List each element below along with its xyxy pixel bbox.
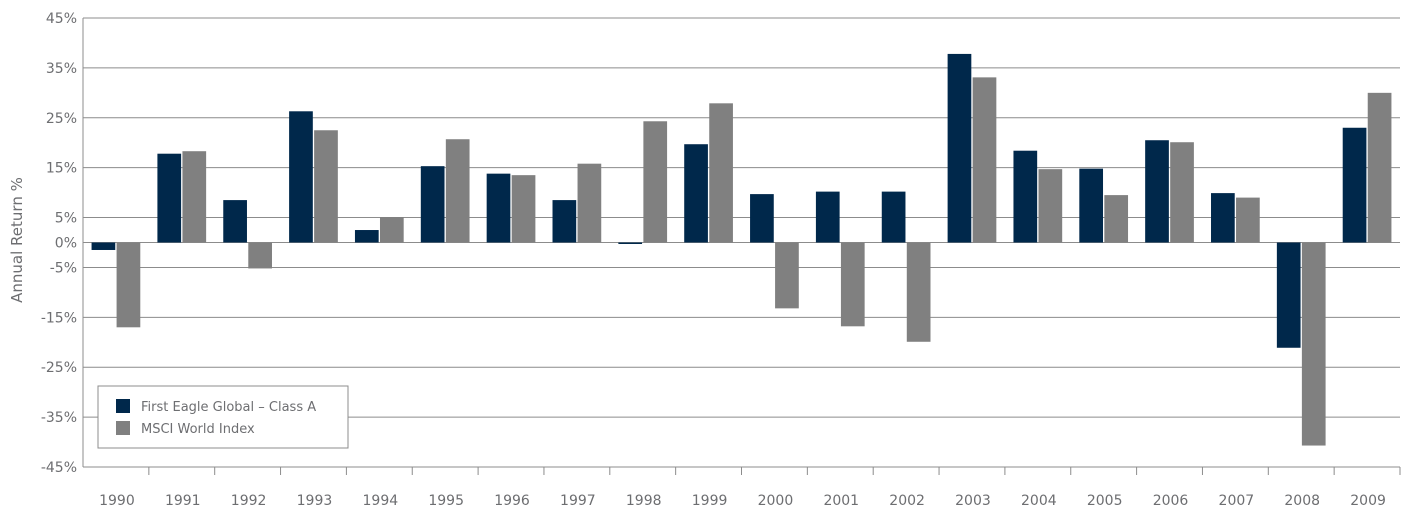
bar-msci-world (906, 242, 931, 342)
x-tick-label: 2005 (1087, 493, 1123, 508)
bar-msci-world (445, 139, 470, 243)
x-tick-label: 2004 (1021, 493, 1057, 508)
bar-msci-world (840, 242, 865, 327)
bar-msci-world (116, 242, 141, 328)
bar-first-eagle (1211, 193, 1235, 243)
legend-label: First Eagle Global – Class A (141, 400, 316, 415)
bar-first-eagle (1079, 168, 1104, 243)
x-tick-label: 2000 (758, 493, 794, 508)
bar-first-eagle (157, 153, 182, 243)
x-tick-label: 2009 (1350, 493, 1386, 508)
y-tick-label: -15% (41, 310, 77, 326)
x-tick-label: 1998 (626, 493, 662, 508)
y-tick-label: -5% (50, 260, 77, 276)
bar-first-eagle (1145, 140, 1169, 243)
x-tick-label: 1996 (494, 493, 530, 508)
x-tick-label: 1991 (165, 493, 201, 508)
x-tick-label: 1990 (99, 493, 135, 508)
y-axis-title: Annual Return % (8, 177, 26, 303)
x-tick-label: 2007 (1219, 493, 1255, 508)
x-tick-label: 1997 (560, 493, 596, 508)
bar-first-eagle (552, 200, 577, 243)
legend-swatch (116, 421, 130, 435)
bar-msci-world (643, 121, 668, 243)
y-tick-label: 45% (46, 11, 77, 27)
x-tick-label: 2002 (889, 493, 925, 508)
bar-msci-world (511, 175, 536, 243)
bar-first-eagle (223, 200, 247, 243)
y-tick-label: 5% (55, 211, 77, 227)
y-tick-label: -35% (41, 410, 77, 426)
x-tick-label: 2003 (955, 493, 991, 508)
y-tick-label: 15% (46, 161, 77, 177)
y-tick-label: -45% (41, 460, 77, 476)
x-tick-label: 1999 (692, 493, 728, 508)
bar-first-eagle (1342, 127, 1367, 243)
bar-msci-world (1236, 197, 1260, 243)
x-tick-label: 1992 (231, 493, 267, 508)
legend-label: MSCI World Index (141, 422, 255, 437)
bar-first-eagle (1013, 150, 1038, 243)
bar-first-eagle (750, 194, 774, 243)
legend-swatch (116, 399, 130, 413)
bar-first-eagle (289, 111, 313, 243)
bar-msci-world (1104, 195, 1129, 243)
bar-first-eagle (486, 173, 511, 243)
bar-msci-world (1301, 242, 1326, 446)
bar-first-eagle (1276, 242, 1301, 348)
bar-first-eagle (947, 53, 972, 243)
bar-msci-world (709, 103, 733, 243)
x-tick-label: 1994 (363, 493, 399, 508)
legend: First Eagle Global – Class A MSCI World I… (97, 385, 349, 449)
bar-first-eagle (420, 166, 445, 243)
y-tick-label: 0% (55, 236, 77, 252)
x-tick-label: 2008 (1284, 493, 1320, 508)
bar-first-eagle (815, 191, 840, 243)
x-tick-label: 2001 (823, 493, 859, 508)
x-tick-label: 1993 (297, 493, 333, 508)
bar-first-eagle (354, 230, 379, 243)
y-tick-label: 25% (46, 111, 77, 127)
y-tick-label: 35% (46, 61, 77, 77)
x-tick-label: 2006 (1153, 493, 1189, 508)
bar-first-eagle (618, 242, 643, 244)
bar-msci-world (182, 151, 207, 243)
bar-msci-world (1367, 92, 1392, 243)
bar-first-eagle (881, 191, 906, 243)
bar-msci-world (775, 242, 799, 309)
bar-msci-world (379, 217, 404, 243)
bar-first-eagle (91, 242, 116, 250)
bar-msci-world (314, 130, 338, 243)
x-tick-label: 1995 (428, 493, 464, 508)
bar-first-eagle (684, 144, 708, 243)
bar-msci-world (248, 242, 272, 269)
bar-msci-world (1170, 142, 1194, 243)
bar-msci-world (1038, 169, 1063, 243)
legend-box (97, 385, 349, 449)
bar-msci-world (972, 77, 997, 243)
axes: 45% 35% 25% 15% 5% 0% -5% -15% -25% -35% -45% 1990 1… (41, 11, 1401, 509)
bar-msci-world (577, 163, 602, 243)
y-tick-label: -25% (41, 360, 77, 376)
bars (91, 53, 1392, 446)
